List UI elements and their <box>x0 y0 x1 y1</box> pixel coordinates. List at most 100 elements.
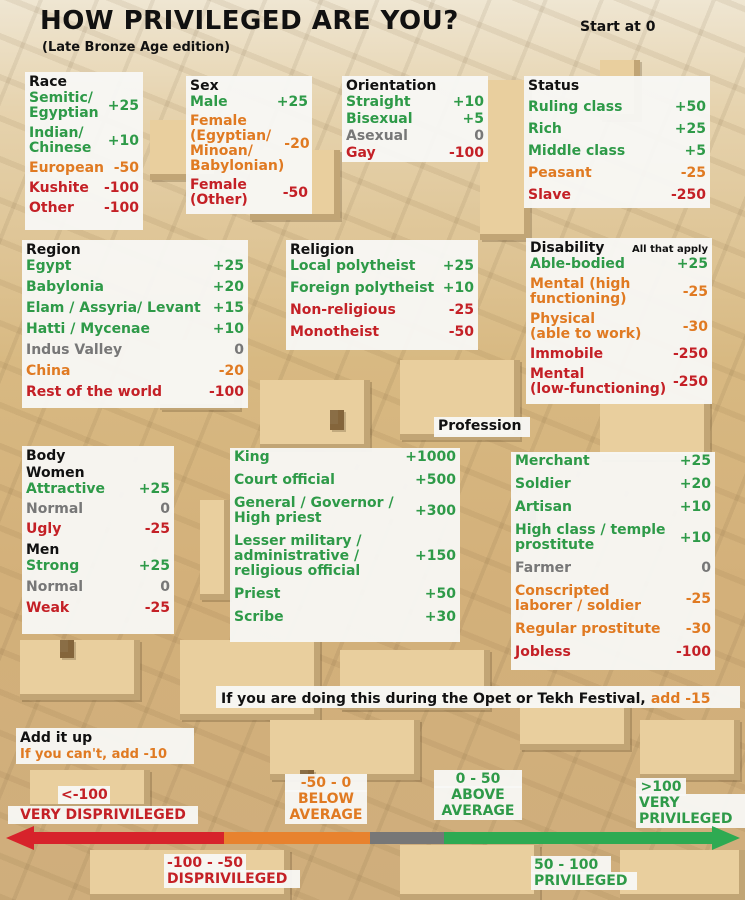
scale-dis-label: DISPRIVILEGED <box>164 870 300 888</box>
orientation-list: Straight +10 Bisexual +5 Asexual 0 Gay -100 <box>346 95 484 161</box>
score-row: Semitic/ Egyptian +25 <box>29 91 139 121</box>
score-label: Lesser military / administrative / relig… <box>234 533 362 579</box>
scale-priv-range: 50 - 100 <box>531 856 611 874</box>
score-label: Rest of the world <box>26 384 163 400</box>
score-value: -100 <box>103 180 139 196</box>
score-row: Bisexual +5 <box>346 112 484 127</box>
profession-left-list: King +1000 Court official +500 General / Gov… <box>234 450 456 625</box>
religion-panel: Religion Local polytheist +25 Foreign poly… <box>286 240 478 350</box>
score-value: +10 <box>442 280 474 296</box>
scale-segment-dis <box>224 832 370 844</box>
score-value: +10 <box>212 321 244 337</box>
score-value: -100 <box>675 644 711 660</box>
score-row: General / Governor / High priest +300 <box>234 496 456 526</box>
score-value: +5 <box>684 143 706 159</box>
score-value: -25 <box>448 302 474 318</box>
religion-title: Religion <box>290 242 355 258</box>
region-panel: Region Egypt +25 Babylonia +20 Elam / Assyri… <box>22 240 248 408</box>
score-row: Female (Other) -50 <box>190 178 308 208</box>
score-value: +25 <box>676 256 708 272</box>
score-value: +150 <box>415 548 456 564</box>
score-label: Jobless <box>515 644 571 660</box>
score-value: +500 <box>415 472 456 488</box>
score-label: Indian/ Chinese <box>29 125 92 156</box>
disability-note: All that apply <box>632 244 708 255</box>
score-value: 0 <box>234 342 244 358</box>
score-row: High class / temple prostitute +10 <box>515 523 711 553</box>
body-title: Body <box>26 448 66 464</box>
score-label: Court official <box>234 472 335 488</box>
score-label: Middle class <box>528 143 626 159</box>
score-value: +300 <box>415 502 456 519</box>
score-value: -50 <box>282 184 308 201</box>
score-label: Attractive <box>26 481 105 497</box>
score-label: Able-bodied <box>530 256 625 272</box>
score-label: Ugly <box>26 521 62 537</box>
score-label: King <box>234 449 270 465</box>
score-row: Mental (low-functioning) -250 <box>530 367 708 397</box>
score-label: Slave <box>528 187 571 203</box>
score-row: Indian/ Chinese +10 <box>29 126 139 156</box>
score-label: Rich <box>528 121 562 137</box>
scale-dis-range: -100 - -50 <box>164 854 246 872</box>
disability-title: Disability <box>530 240 605 256</box>
score-row: Monotheist -50 <box>290 325 474 340</box>
orientation-panel: Orientation Straight +10 Bisexual +5 Asexual… <box>342 76 488 162</box>
score-label: Artisan <box>515 499 572 515</box>
score-label: Normal <box>26 501 84 517</box>
score-value: +10 <box>679 499 711 515</box>
score-value: -50 <box>113 160 139 176</box>
score-label: Monotheist <box>290 324 380 340</box>
sex-list: Male +25 Female (Egyptian/ Minoan/ Babylon… <box>190 95 310 208</box>
profession-left-panel: King +1000 Court official +500 General / Gov… <box>230 448 460 642</box>
score-label: China <box>26 363 71 379</box>
score-row: Mental (high functioning) -25 <box>530 277 708 307</box>
score-label: Mental (high functioning) <box>530 276 631 307</box>
orientation-title: Orientation <box>346 78 437 94</box>
score-label: General / Governor / High priest <box>234 495 394 526</box>
score-label: Weak <box>26 600 70 616</box>
score-row: Immobile -250 <box>530 347 708 362</box>
status-list: Ruling class +50 Rich +25 Middle class +5 Peas… <box>528 100 706 203</box>
profession-right-panel: Merchant +25 Soldier +20 Artisan +10 High clas… <box>511 452 715 670</box>
score-value: +15 <box>212 300 244 316</box>
region-title: Region <box>26 242 81 258</box>
men-title: Men <box>26 542 60 558</box>
score-value: +25 <box>212 258 244 274</box>
score-row: Foreign polytheist +10 <box>290 281 474 296</box>
disability-header: Disability All that apply <box>530 240 708 257</box>
score-value: +50 <box>674 99 706 115</box>
score-label: Female (Egyptian/ Minoan/ Babylonian) <box>190 113 285 174</box>
scale-below-range: -50 - 0 <box>285 774 367 792</box>
scale-segment-very-dis <box>30 832 224 844</box>
women-list: Attractive +25 Normal 0 Ugly -25 <box>26 482 170 537</box>
score-value: +25 <box>674 121 706 137</box>
score-value: +10 <box>452 94 484 110</box>
score-label: Babylonia <box>26 279 104 295</box>
score-value: -20 <box>218 363 244 379</box>
score-row: Asexual 0 <box>346 129 484 144</box>
score-value: -25 <box>680 165 706 181</box>
page-title: HOW PRIVILEGED ARE YOU? <box>40 6 459 36</box>
add-up-note: If you can't, add -10 <box>20 747 167 762</box>
score-label: Non-religious <box>290 302 396 318</box>
race-panel: Race Semitic/ Egyptian +25 Indian/ Chinese… <box>25 72 143 230</box>
score-label: Semitic/ Egyptian <box>29 90 99 121</box>
score-label: Soldier <box>515 476 571 492</box>
score-label: Indus Valley <box>26 342 123 358</box>
scale-priv-label: PRIVILEGED <box>531 872 637 890</box>
score-row: Soldier +20 <box>515 477 711 492</box>
score-row: Regular prostitute -30 <box>515 622 711 637</box>
score-row: Lesser military / administrative / relig… <box>234 534 456 579</box>
score-value: -30 <box>685 621 711 637</box>
score-row: Kushite -100 <box>29 181 139 196</box>
score-row: Peasant -25 <box>528 166 706 181</box>
score-value: +10 <box>107 132 139 149</box>
score-value: -25 <box>144 521 170 537</box>
score-row: Hatti / Mycenae +10 <box>26 322 244 337</box>
sex-panel: Sex Male +25 Female (Egyptian/ Minoan/ Bab… <box>186 76 312 214</box>
score-value: -25 <box>144 600 170 616</box>
scale-very-dis-range: <-100 <box>58 786 110 804</box>
score-label: Farmer <box>515 560 572 576</box>
score-value: +5 <box>462 111 484 127</box>
